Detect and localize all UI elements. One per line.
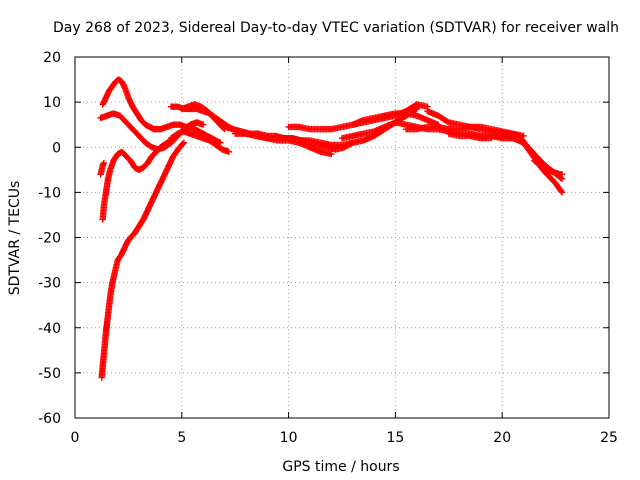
chart-title: Day 268 of 2023, Sidereal Day-to-day VTE…	[53, 20, 619, 36]
data-point	[179, 140, 187, 148]
data-point	[328, 150, 335, 158]
y-tick-label: -60	[38, 411, 61, 427]
data-marks	[97, 76, 566, 381]
plot-frame	[74, 56, 610, 419]
x-tick-label: 0	[71, 430, 80, 446]
data-point	[558, 189, 566, 196]
series-arc-8	[167, 128, 232, 155]
series-arc-3	[97, 159, 108, 178]
series-arc-7	[178, 101, 228, 133]
x-tick-label: 25	[600, 430, 618, 446]
y-tick-label: 20	[43, 50, 61, 66]
data-point	[557, 187, 565, 195]
grid-lines	[75, 57, 609, 418]
y-tick-label: -50	[38, 366, 61, 382]
data-point	[199, 121, 207, 128]
y-tick-label: 0	[52, 140, 61, 156]
y-tick-label: -30	[38, 276, 61, 292]
data-point	[100, 159, 108, 167]
x-axis-label: GPS time / hours	[282, 459, 399, 475]
series-arc-13	[349, 101, 431, 128]
series-arc-20	[531, 157, 566, 178]
y-tick-label: -40	[38, 321, 61, 337]
data-point	[558, 171, 566, 178]
data-point	[444, 118, 451, 125]
x-tick-label: 15	[386, 430, 404, 446]
x-tick-label: 10	[280, 430, 298, 446]
data-point	[180, 139, 188, 146]
data-point	[225, 148, 232, 155]
y-axis-label: SDTVAR / TECUs	[7, 181, 23, 296]
series-arc-10	[232, 130, 335, 158]
series-arc-1	[98, 139, 188, 381]
axis-ticks: 0 5 10 15 20 25 20 10 0 -10 -20 -30 -40 -50 -60	[38, 50, 618, 446]
x-tick-label: 20	[493, 430, 511, 446]
y-tick-label: -10	[38, 185, 61, 201]
y-tick-label: 10	[43, 95, 61, 111]
series-arc-16	[424, 107, 506, 137]
y-tick-label: -20	[38, 231, 61, 247]
x-tick-label: 5	[177, 430, 186, 446]
data-point	[349, 139, 356, 146]
